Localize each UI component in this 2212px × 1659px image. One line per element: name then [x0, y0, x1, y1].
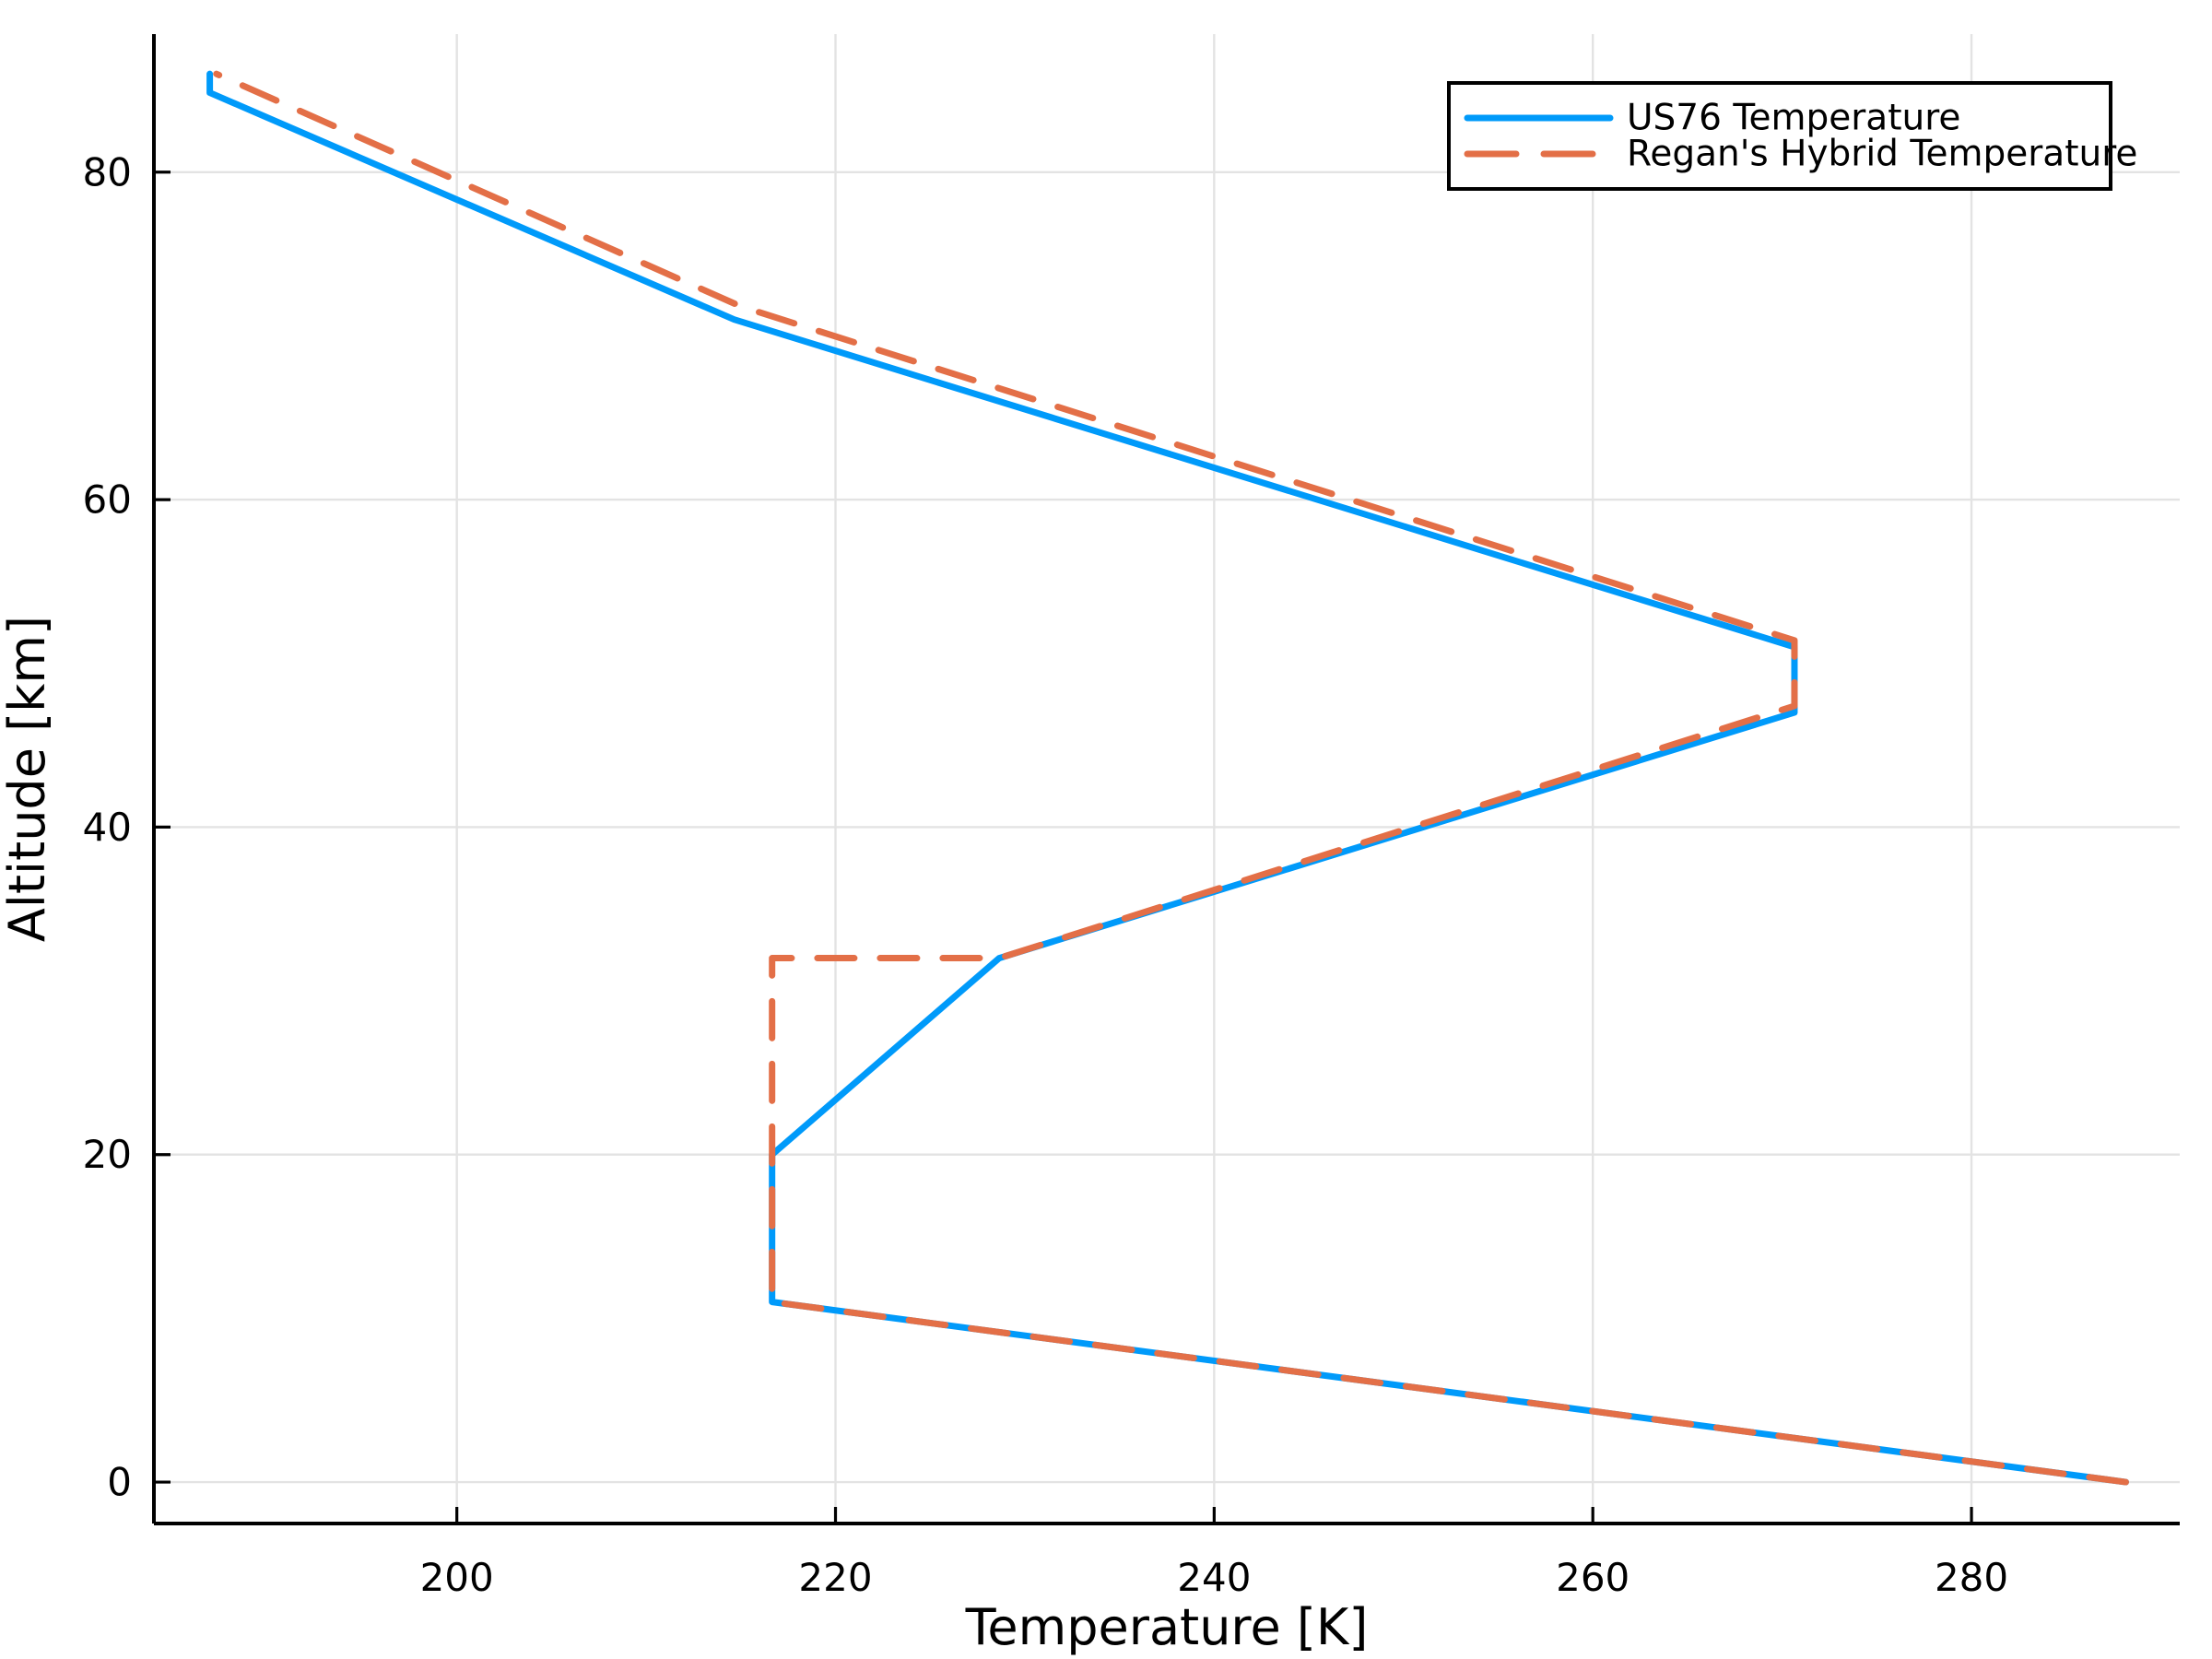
- legend-box: [1447, 81, 2112, 191]
- y-tick-label-60: 60: [83, 477, 132, 523]
- x-tick-label-200: 200: [420, 1555, 494, 1600]
- x-axis-label: Temperature [K]: [965, 1598, 1369, 1656]
- series-regan-line: [213, 70, 2129, 1486]
- y-tick-label-20: 20: [83, 1132, 132, 1177]
- y-tick-label-40: 40: [83, 805, 132, 850]
- y-tick-label-80: 80: [83, 149, 132, 194]
- y-tick-label-0: 0: [107, 1460, 132, 1505]
- x-tick-label-260: 260: [1556, 1555, 1630, 1600]
- axes: [152, 34, 2180, 1525]
- x-tick-label-280: 280: [1935, 1555, 2008, 1600]
- x-tick-label-220: 220: [798, 1555, 872, 1600]
- legend-label-regan: Regan's Hybrid Temperature: [1627, 134, 2137, 175]
- legend: US76 Temperature Regan's Hybrid Temperat…: [1447, 81, 2137, 191]
- tick-labels: 200 220 240 260 280 0 20 40 60 80: [83, 149, 2009, 1600]
- y-axis-label: Altitude [km]: [0, 616, 56, 942]
- legend-label-us76: US76 Temperature: [1627, 98, 1960, 139]
- x-tick-label-240: 240: [1177, 1555, 1251, 1600]
